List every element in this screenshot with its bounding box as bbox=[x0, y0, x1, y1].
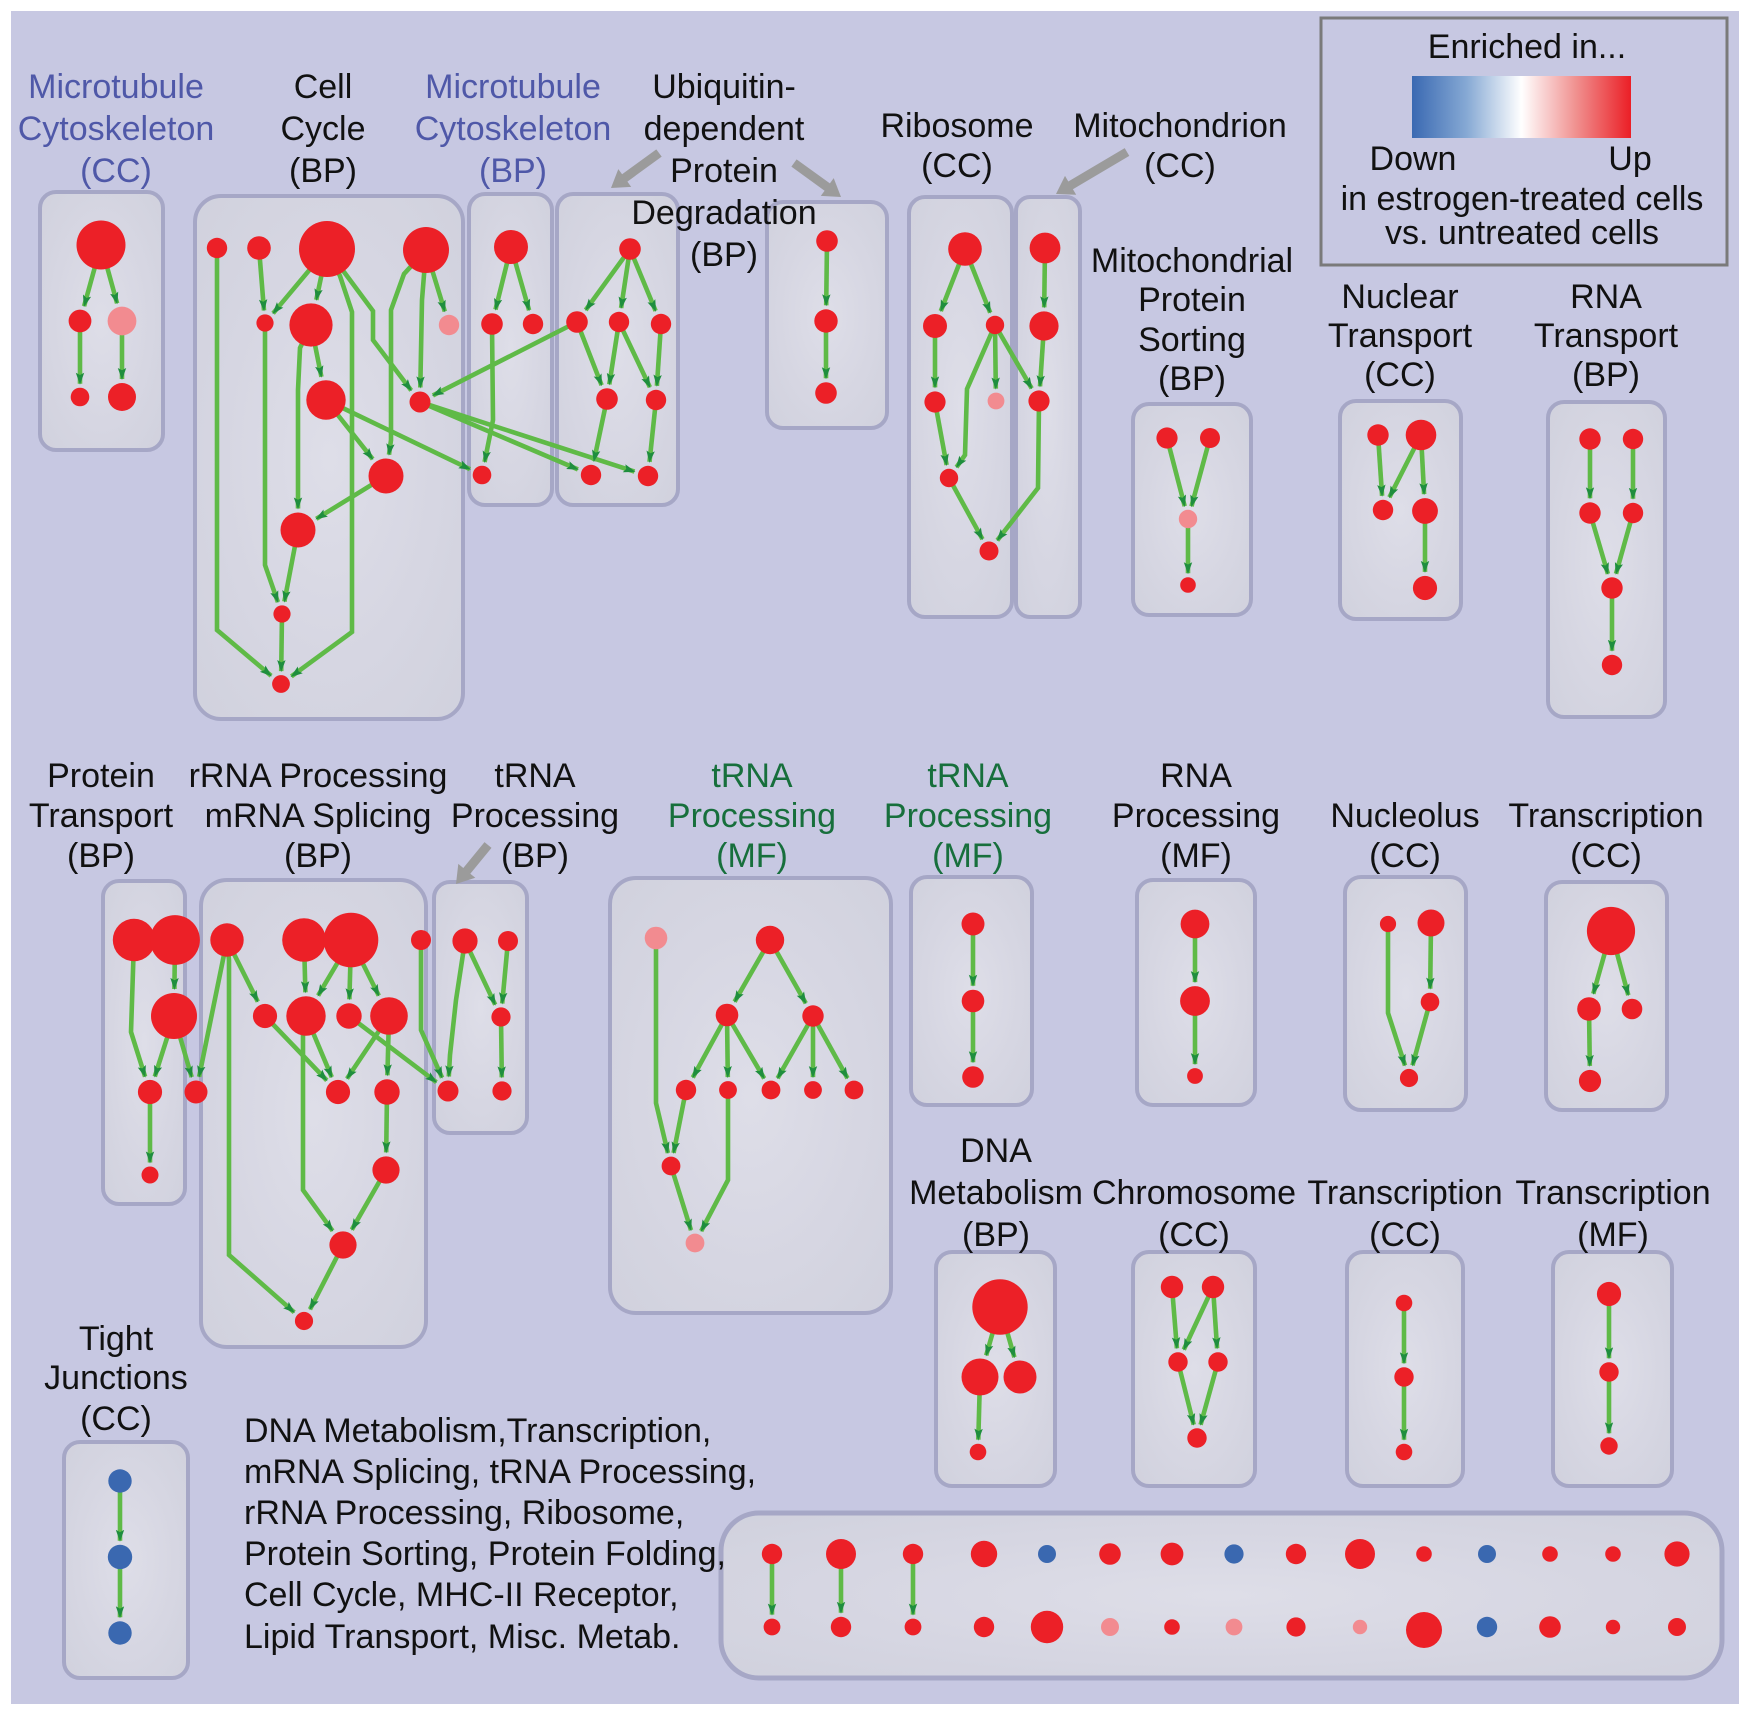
svg-text:tRNA: tRNA bbox=[711, 757, 793, 795]
svg-text:(BP): (BP) bbox=[501, 837, 569, 875]
svg-text:Processing: Processing bbox=[451, 797, 619, 835]
svg-text:DNA Metabolism,Transcription,: DNA Metabolism,Transcription, bbox=[244, 1412, 711, 1450]
svg-text:(CC): (CC) bbox=[1158, 1216, 1230, 1254]
svg-text:Junctions: Junctions bbox=[44, 1359, 188, 1397]
svg-text:(MF): (MF) bbox=[1160, 837, 1232, 875]
svg-text:(BP): (BP) bbox=[67, 837, 135, 875]
svg-text:dependent: dependent bbox=[644, 110, 805, 148]
svg-text:Processing: Processing bbox=[884, 797, 1052, 835]
svg-text:Ribosome: Ribosome bbox=[880, 107, 1033, 145]
svg-text:(BP): (BP) bbox=[479, 152, 547, 190]
svg-text:(MF): (MF) bbox=[716, 837, 788, 875]
svg-text:Degradation: Degradation bbox=[631, 194, 816, 232]
svg-text:(CC): (CC) bbox=[1364, 356, 1436, 394]
svg-text:(CC): (CC) bbox=[1369, 1216, 1441, 1254]
svg-text:(BP): (BP) bbox=[690, 236, 758, 274]
svg-text:tRNA: tRNA bbox=[494, 757, 576, 795]
svg-text:Processing: Processing bbox=[668, 797, 836, 835]
svg-text:Microtubule: Microtubule bbox=[425, 68, 601, 106]
svg-text:vs. untreated cells: vs. untreated cells bbox=[1385, 214, 1659, 252]
svg-text:(BP): (BP) bbox=[284, 837, 352, 875]
svg-text:Enriched in...: Enriched in... bbox=[1428, 28, 1626, 66]
svg-text:in estrogen-treated cells: in estrogen-treated cells bbox=[1341, 180, 1704, 218]
svg-text:Transcription: Transcription bbox=[1515, 1174, 1710, 1212]
svg-text:RNA: RNA bbox=[1160, 757, 1232, 795]
svg-text:Lipid Transport, Misc. Metab.: Lipid Transport, Misc. Metab. bbox=[244, 1618, 681, 1656]
svg-text:Protein Sorting, Protein Foldi: Protein Sorting, Protein Folding, bbox=[244, 1535, 726, 1573]
svg-text:Protein: Protein bbox=[47, 757, 155, 795]
svg-text:(BP): (BP) bbox=[1572, 356, 1640, 394]
svg-text:Cytoskeleton: Cytoskeleton bbox=[415, 110, 612, 148]
svg-text:Transcription: Transcription bbox=[1307, 1174, 1502, 1212]
svg-text:Cell Cycle, MHC-II Receptor,: Cell Cycle, MHC-II Receptor, bbox=[244, 1576, 679, 1614]
svg-text:(BP): (BP) bbox=[962, 1216, 1030, 1254]
svg-text:Microtubule: Microtubule bbox=[28, 68, 204, 106]
svg-text:(BP): (BP) bbox=[289, 152, 357, 190]
svg-text:(MF): (MF) bbox=[932, 837, 1004, 875]
svg-text:Protein: Protein bbox=[670, 152, 778, 190]
svg-text:RNA: RNA bbox=[1570, 278, 1642, 316]
svg-text:(MF): (MF) bbox=[1577, 1216, 1649, 1254]
svg-text:Nuclear: Nuclear bbox=[1341, 278, 1458, 316]
svg-text:Chromosome: Chromosome bbox=[1092, 1174, 1296, 1212]
svg-text:Sorting: Sorting bbox=[1138, 321, 1246, 359]
svg-text:Ubiquitin-: Ubiquitin- bbox=[652, 68, 796, 106]
svg-text:Transcription: Transcription bbox=[1508, 797, 1703, 835]
svg-text:Transport: Transport bbox=[1534, 317, 1679, 355]
svg-text:rRNA Processing: rRNA Processing bbox=[189, 757, 448, 795]
svg-text:(CC): (CC) bbox=[80, 152, 152, 190]
svg-text:DNA: DNA bbox=[960, 1132, 1032, 1170]
svg-text:(CC): (CC) bbox=[1570, 837, 1642, 875]
svg-text:Mitochondrion: Mitochondrion bbox=[1073, 107, 1287, 145]
svg-text:Mitochondrial: Mitochondrial bbox=[1091, 242, 1293, 280]
svg-text:(BP): (BP) bbox=[1158, 360, 1226, 398]
svg-text:mRNA Splicing, tRNA Processing: mRNA Splicing, tRNA Processing, bbox=[244, 1453, 756, 1491]
svg-text:Metabolism: Metabolism bbox=[909, 1174, 1083, 1212]
svg-text:Protein: Protein bbox=[1138, 281, 1246, 319]
svg-text:mRNA Splicing: mRNA Splicing bbox=[205, 797, 432, 835]
svg-text:Cytoskeleton: Cytoskeleton bbox=[18, 110, 215, 148]
svg-text:(CC): (CC) bbox=[1369, 837, 1441, 875]
svg-text:tRNA: tRNA bbox=[927, 757, 1009, 795]
svg-text:Processing: Processing bbox=[1112, 797, 1280, 835]
svg-text:Tight: Tight bbox=[79, 1320, 154, 1358]
svg-text:Cycle: Cycle bbox=[280, 110, 365, 148]
svg-text:Transport: Transport bbox=[29, 797, 174, 835]
svg-text:(CC): (CC) bbox=[80, 1400, 152, 1438]
svg-text:Down: Down bbox=[1370, 140, 1457, 178]
svg-text:rRNA Processing, Ribosome,: rRNA Processing, Ribosome, bbox=[244, 1494, 684, 1532]
svg-text:Cell: Cell bbox=[294, 68, 353, 106]
svg-text:(CC): (CC) bbox=[1144, 147, 1216, 185]
svg-text:(CC): (CC) bbox=[921, 147, 993, 185]
svg-text:Up: Up bbox=[1608, 140, 1651, 178]
svg-text:Transport: Transport bbox=[1328, 317, 1473, 355]
svg-text:Nucleolus: Nucleolus bbox=[1330, 797, 1479, 835]
